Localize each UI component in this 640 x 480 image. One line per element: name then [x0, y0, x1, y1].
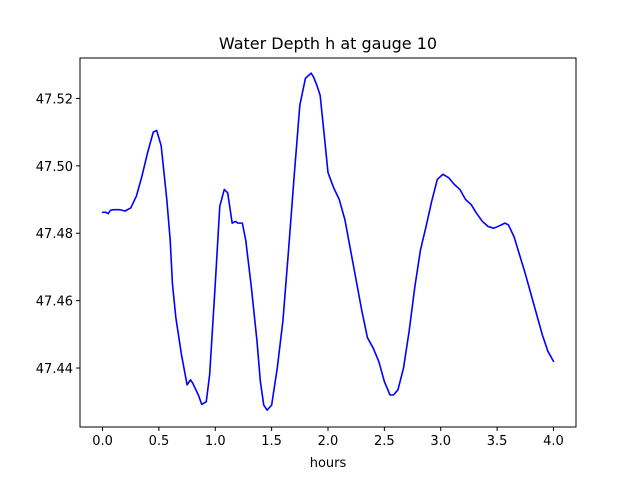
y-tick-label: 47.48 [36, 227, 73, 242]
x-tick-label: 0.0 [92, 434, 113, 449]
y-tick-label: 47.44 [36, 362, 73, 377]
series-layer [101, 72, 555, 411]
x-tick-label: 2.5 [374, 434, 395, 449]
x-tick-label: 2.0 [318, 434, 339, 449]
x-tick-label: 3.0 [430, 434, 451, 449]
chart-title: Water Depth h at gauge 10 [219, 34, 437, 53]
y-tick-label: 47.46 [36, 295, 73, 310]
y-tick-label: 47.50 [36, 160, 73, 175]
y-axis-ticks: 47.44 47.46 47.48 47.50 47.52 [36, 92, 80, 377]
x-tick-label: 1.5 [261, 434, 282, 449]
series-line [101, 72, 555, 411]
x-tick-label: 1.0 [205, 434, 226, 449]
x-axis-ticks: 0.0 0.5 1.0 1.5 2.0 2.5 3.0 3.5 4.0 [92, 427, 564, 449]
x-tick-label: 4.0 [543, 434, 564, 449]
x-axis-label: hours [310, 456, 347, 471]
x-tick-label: 3.5 [487, 434, 508, 449]
x-tick-label: 0.5 [149, 434, 170, 449]
y-tick-label: 47.52 [36, 92, 73, 107]
